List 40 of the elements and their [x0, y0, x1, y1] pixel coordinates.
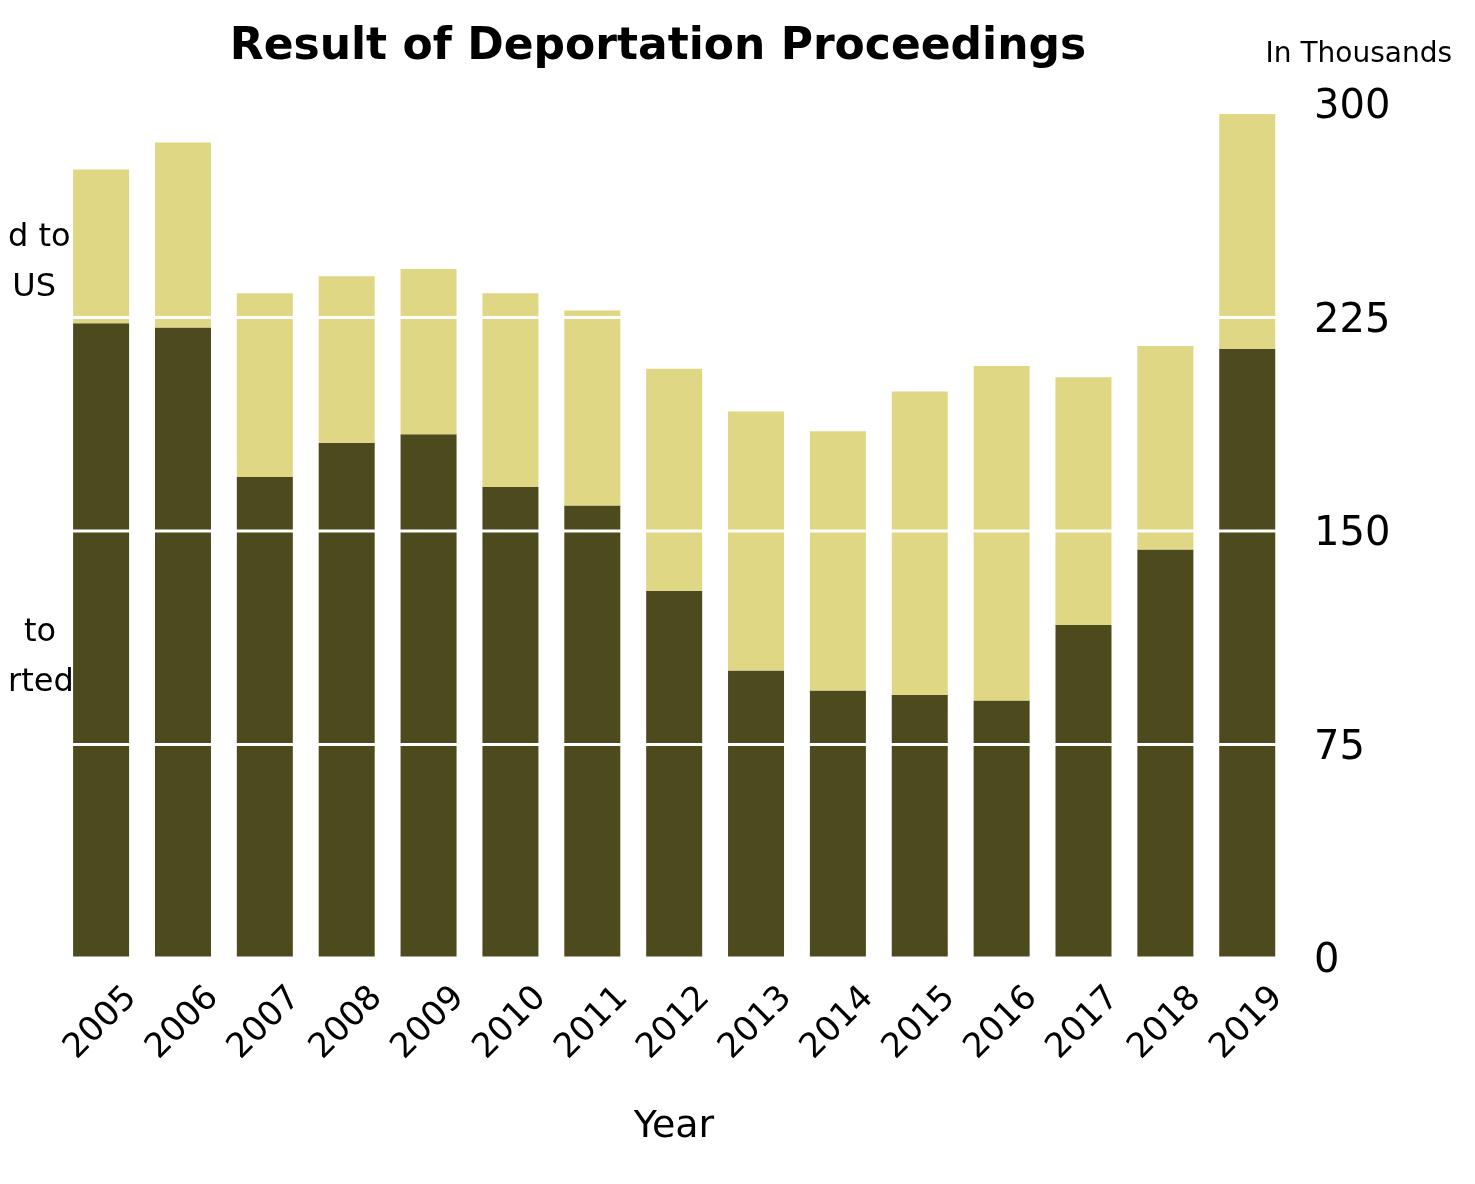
bar: [318, 276, 375, 443]
bar: [973, 700, 1030, 958]
bar: [73, 169, 130, 324]
bar: [1219, 348, 1276, 958]
bar: [482, 293, 539, 487]
bar: [973, 365, 1030, 701]
y-tick-label: 0: [1314, 935, 1340, 982]
bar: [646, 590, 703, 958]
series-label: d to US: [8, 215, 71, 307]
y-tick-label: 150: [1314, 508, 1391, 555]
y-axis-title: In Thousands: [1265, 36, 1452, 69]
y-tick-label: 300: [1314, 81, 1391, 128]
y-tick-label: 75: [1314, 721, 1365, 768]
bar: [564, 310, 621, 506]
bar: [236, 476, 293, 958]
bar: [891, 694, 948, 958]
bar: [728, 411, 785, 671]
bar: [482, 486, 539, 958]
bar: [1055, 624, 1112, 958]
bar: [1137, 549, 1194, 958]
bar: [400, 434, 457, 958]
bar: [809, 431, 866, 691]
bar: [1055, 377, 1112, 625]
series-label: to rted: [8, 609, 74, 701]
bar: [1219, 113, 1276, 349]
bar: [318, 442, 375, 958]
bar: [400, 269, 457, 435]
bar: [728, 670, 785, 958]
x-axis-title: Year: [632, 1102, 716, 1146]
bar: [236, 293, 293, 477]
bar: [564, 505, 621, 958]
bar: [1137, 345, 1194, 550]
bar: [154, 327, 211, 958]
y-tick-label: 225: [1314, 294, 1391, 341]
bar: [73, 323, 130, 958]
bar: [891, 391, 948, 695]
bar: [809, 690, 866, 958]
chart-title: Result of Deportation Proceedings: [229, 18, 1087, 69]
bar: [646, 368, 703, 591]
bar: [154, 142, 211, 328]
